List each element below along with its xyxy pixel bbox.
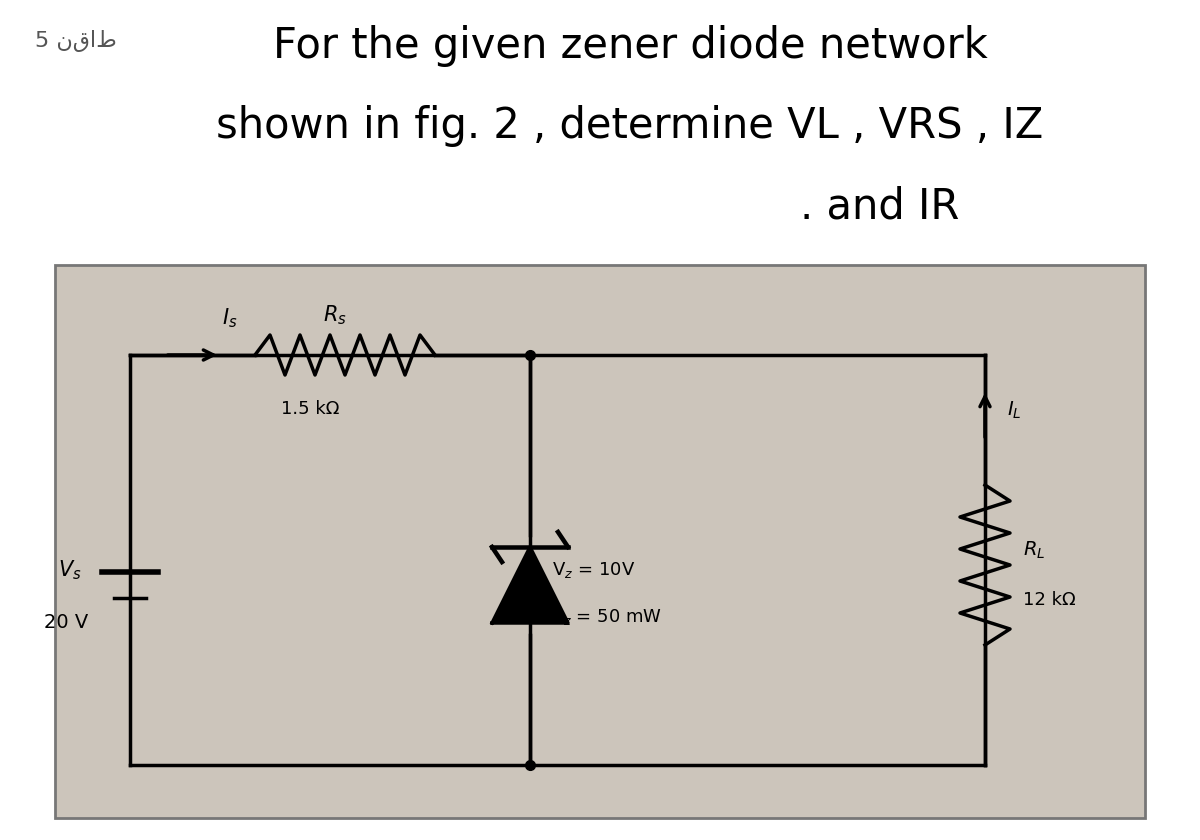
Text: 1.5 kΩ: 1.5 kΩ [281, 400, 340, 418]
Text: shown in fig. 2 , determine VL , VRS , IZ: shown in fig. 2 , determine VL , VRS , I… [216, 105, 1044, 147]
Text: 5 نقاط: 5 نقاط [35, 30, 116, 52]
Text: V$_z$ = 10V: V$_z$ = 10V [552, 560, 635, 580]
Text: P$_z$ = 50 mW: P$_z$ = 50 mW [552, 607, 662, 627]
Polygon shape [492, 547, 568, 623]
Text: 20 V: 20 V [43, 613, 88, 633]
Text: I$_L$: I$_L$ [1007, 399, 1021, 421]
Text: I$_s$: I$_s$ [222, 307, 238, 330]
Text: R$_s$: R$_s$ [323, 303, 347, 327]
FancyBboxPatch shape [55, 265, 1145, 818]
Text: 12 kΩ: 12 kΩ [1022, 591, 1075, 609]
Text: For the given zener diode network: For the given zener diode network [272, 25, 988, 67]
Text: . and IR: . and IR [800, 185, 960, 227]
Text: V$_s$: V$_s$ [58, 559, 82, 582]
Text: R$_L$: R$_L$ [1022, 539, 1045, 560]
